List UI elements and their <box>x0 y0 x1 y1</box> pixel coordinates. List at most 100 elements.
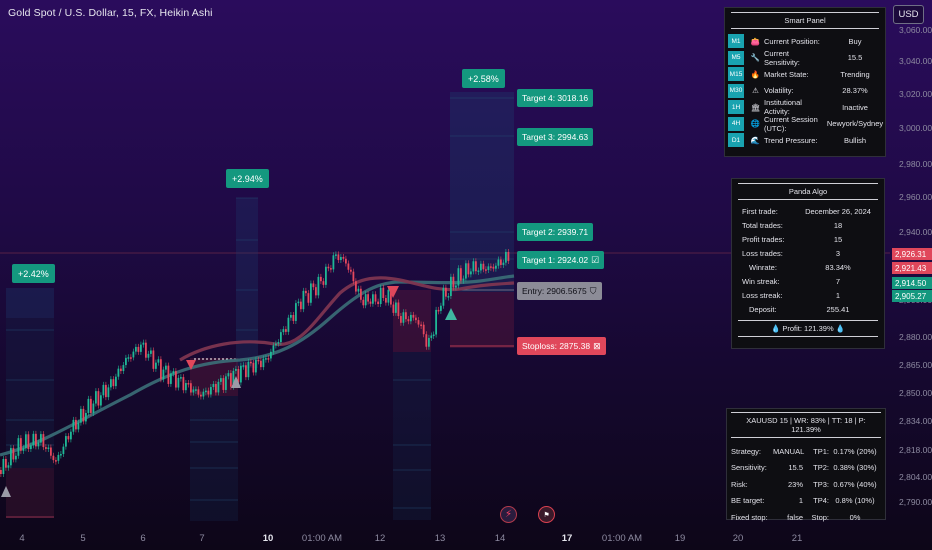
wave-icon: 🌊 <box>750 135 761 145</box>
row-label: Sensitivity: <box>731 463 767 473</box>
candle <box>5 458 7 468</box>
candle <box>177 377 180 388</box>
candle <box>77 422 80 430</box>
candles <box>0 248 510 477</box>
candle <box>447 296 450 298</box>
row-value: 23% <box>787 479 803 489</box>
candle <box>87 398 90 413</box>
target-2-label: Target 2: 2939.71 <box>517 223 594 241</box>
row-value: 0.67% (40%) <box>833 479 877 489</box>
candle <box>22 448 25 451</box>
row-value: Inactive <box>842 102 868 112</box>
candle <box>505 251 507 263</box>
candle <box>207 390 210 395</box>
candle <box>315 287 317 296</box>
price-chart[interactable] <box>0 0 890 522</box>
candle <box>280 332 282 343</box>
candle <box>480 263 482 271</box>
candle <box>377 301 379 305</box>
candle <box>200 394 202 397</box>
row-label: Loss trades: <box>742 248 783 258</box>
candle <box>180 377 182 379</box>
row-value: 83.34% <box>825 262 851 272</box>
time-tick: 01:00 AM <box>301 533 343 544</box>
stoploss-label: Stoploss: 2875.38 ⊠ <box>517 337 606 355</box>
row-value: MANUAL <box>773 446 805 456</box>
globe-icon: 🌐 <box>750 119 761 129</box>
candle <box>485 269 487 271</box>
timeframe-code[interactable]: M30 <box>728 83 744 98</box>
time-tick: 13 <box>434 533 446 544</box>
candle <box>107 387 110 398</box>
timeframe-code[interactable]: D1 <box>728 133 744 148</box>
timeframe-code[interactable]: 4H <box>728 116 744 131</box>
candle <box>157 359 160 363</box>
candle <box>137 346 140 352</box>
candle <box>120 368 122 372</box>
candle <box>47 447 50 450</box>
price-tick: 2,980.00 <box>899 159 932 169</box>
candle <box>245 365 247 378</box>
timeframe-code[interactable]: 1H <box>728 100 744 115</box>
candle <box>100 395 102 406</box>
time-tick: 10 <box>262 533 274 544</box>
smart-panel-row: 1H 🏛 Institutional Activity: Inactive <box>725 98 885 116</box>
candle <box>295 303 297 321</box>
timeframe-code[interactable]: M1 <box>728 34 744 49</box>
candle <box>502 262 505 265</box>
candle <box>412 314 415 318</box>
candle <box>212 383 215 388</box>
candle <box>275 343 277 346</box>
candle <box>325 266 327 285</box>
candle <box>20 438 22 451</box>
candle <box>342 256 345 259</box>
candle <box>364 294 367 306</box>
candle <box>52 455 55 461</box>
candle <box>347 263 350 270</box>
lightning-icon[interactable]: ⚡ <box>500 506 517 523</box>
candle <box>167 365 170 384</box>
row-label: Winrate: <box>749 262 777 272</box>
candle <box>335 254 337 256</box>
candle <box>435 309 437 335</box>
candle <box>112 379 115 387</box>
candle <box>387 289 390 303</box>
candle <box>285 329 287 332</box>
candle <box>300 301 302 310</box>
candle <box>307 293 310 303</box>
flag-icon[interactable]: ⚑ <box>538 506 555 523</box>
row-value: false <box>787 512 803 522</box>
row-value: 28.37% <box>842 86 868 96</box>
candle <box>215 383 217 393</box>
candle <box>242 365 245 367</box>
candle <box>345 258 347 264</box>
candle <box>235 368 237 371</box>
stats-row: Strategy: MANUAL TP1: 0.17% (20%) <box>727 443 885 460</box>
stats-row: Risk: 23% TP3: 0.67% (40%) <box>727 476 885 493</box>
candle <box>32 433 35 446</box>
candle <box>410 314 412 322</box>
candle <box>270 351 272 359</box>
row-label: Win streak: <box>742 276 780 286</box>
currency-button[interactable]: USD <box>893 5 924 24</box>
candle <box>262 358 265 368</box>
candle <box>492 266 495 269</box>
candle <box>7 465 10 468</box>
candle <box>450 276 452 297</box>
candle <box>460 268 462 281</box>
candle <box>12 448 15 460</box>
candle <box>357 288 360 292</box>
candle <box>422 324 425 335</box>
timeframe-code[interactable]: M5 <box>728 50 744 65</box>
row-label: First trade: <box>742 206 778 216</box>
entry-label: Entry: 2906.5675 ⛉ <box>517 282 602 300</box>
candle <box>115 376 117 387</box>
price-tick: 3,000.00 <box>899 123 932 133</box>
timeframe-code[interactable]: M15 <box>728 67 744 82</box>
candle <box>495 265 497 269</box>
candle <box>475 261 477 272</box>
candle <box>379 287 382 305</box>
candle <box>187 383 190 385</box>
candle <box>497 259 500 266</box>
candle <box>67 436 70 440</box>
